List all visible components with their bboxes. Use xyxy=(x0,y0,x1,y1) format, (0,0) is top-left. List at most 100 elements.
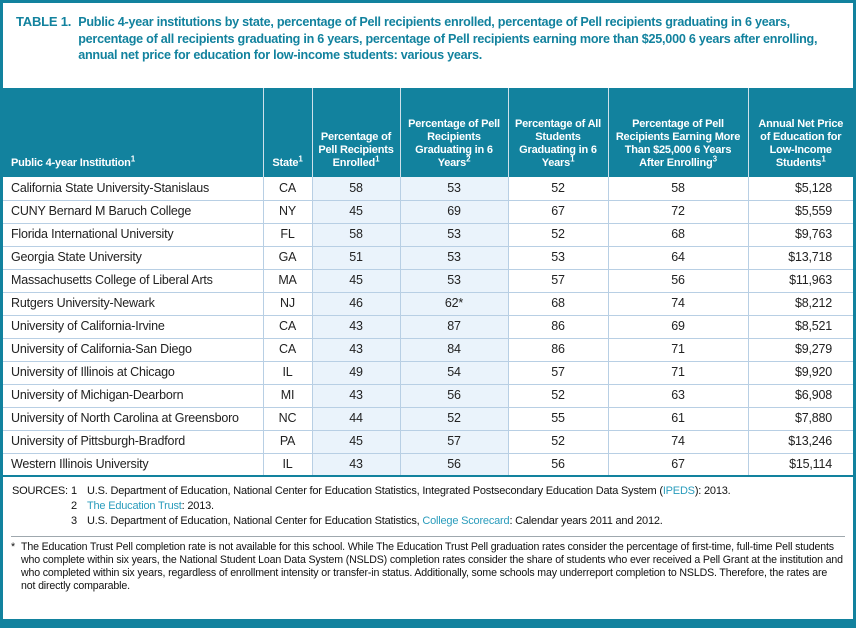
table-row: University of Pittsburgh-Bradford PA 45 57 5… xyxy=(3,429,853,453)
column-header-label: State xyxy=(272,157,299,169)
institution-cell: University of Illinois at Chicago xyxy=(3,360,263,384)
source-link[interactable]: The Education Trust xyxy=(87,500,182,512)
net-price-cell: $6,908 xyxy=(747,383,853,407)
pell-enrolled-cell: 58 xyxy=(311,222,400,246)
earning-25k-cell: 58 xyxy=(607,177,748,200)
all-graduating-cell: 56 xyxy=(507,452,608,476)
earning-25k-cell: 74 xyxy=(607,429,748,453)
earning-25k-cell: 72 xyxy=(607,199,748,223)
state-cell: CA xyxy=(262,314,312,338)
source-link[interactable]: IPEDS xyxy=(662,485,695,497)
column-header-state: State1 xyxy=(262,88,312,177)
pell-graduating-cell: 62* xyxy=(399,291,508,315)
table-header: Public 4-year Institution1 State1 Percenta… xyxy=(3,88,853,177)
table-row: Massachusetts College of Liberal Arts MA 4… xyxy=(3,268,853,292)
institution-cell: University of North Carolina at Greensbo… xyxy=(3,406,263,430)
table-row: Georgia State University GA 51 53 53 64 $13,71… xyxy=(3,245,853,269)
pell-enrolled-cell: 45 xyxy=(311,429,400,453)
net-price-cell: $7,880 xyxy=(747,406,853,430)
column-header-footnote-ref: 3 xyxy=(712,154,717,164)
pell-graduating-cell: 56 xyxy=(399,383,508,407)
sources-label xyxy=(12,499,71,514)
net-price-cell: $13,718 xyxy=(747,245,853,269)
pell-graduating-cell: 56 xyxy=(399,452,508,476)
pell-enrolled-cell: 45 xyxy=(311,268,400,292)
source-item: SOURCES: 1 U.S. Department of Education, N… xyxy=(12,484,843,499)
all-graduating-cell: 52 xyxy=(507,429,608,453)
all-graduating-cell: 52 xyxy=(507,383,608,407)
state-cell: NJ xyxy=(262,291,312,315)
table-row: Western Illinois University IL 43 56 56 67 $15… xyxy=(3,452,853,476)
pell-enrolled-cell: 51 xyxy=(311,245,400,269)
column-header-all-graduating: Percentage of All Students Graduating in… xyxy=(507,88,608,177)
column-header-pell-enrolled: Percentage of Pell Recipients Enrolled1 xyxy=(311,88,400,177)
earning-25k-cell: 68 xyxy=(607,222,748,246)
pell-enrolled-cell: 43 xyxy=(311,383,400,407)
column-header-footnote-ref: 2 xyxy=(466,154,471,164)
table-row: CUNY Bernard M Baruch College NY 45 69 67 72 $… xyxy=(3,199,853,223)
footnote-text: The Education Trust Pell completion rate… xyxy=(21,541,843,592)
net-price-cell: $9,279 xyxy=(747,337,853,361)
net-price-cell: $5,128 xyxy=(747,177,853,200)
institution-cell: Massachusetts College of Liberal Arts xyxy=(3,268,263,292)
column-header-label: Percentage of Pell Recipients Graduating… xyxy=(408,118,500,169)
pell-graduating-cell: 53 xyxy=(399,222,508,246)
pell-enrolled-cell: 43 xyxy=(311,452,400,476)
sources-section: SOURCES: 1 U.S. Department of Education, N… xyxy=(3,477,853,532)
earning-25k-cell: 71 xyxy=(607,337,748,361)
pell-enrolled-cell: 44 xyxy=(311,406,400,430)
source-number: 3 xyxy=(71,515,77,527)
sources-label: SOURCES: xyxy=(12,485,68,497)
source-text-pre: U.S. Department of Education, National C… xyxy=(87,485,663,497)
pell-graduating-cell: 84 xyxy=(399,337,508,361)
column-header-label: Percentage of All Students Graduating in… xyxy=(514,118,602,169)
institution-cell: California State University-Stanislaus xyxy=(3,177,263,200)
column-header-footnote-ref: 1 xyxy=(570,154,575,164)
institution-cell: University of Michigan-Dearborn xyxy=(3,383,263,407)
pell-graduating-cell: 57 xyxy=(399,429,508,453)
column-header-label: Percentage of Pell Recipients Enrolled xyxy=(318,131,394,169)
net-price-cell: $9,763 xyxy=(747,222,853,246)
source-text: U.S. Department of Education, National C… xyxy=(87,484,843,499)
pell-graduating-cell: 53 xyxy=(399,245,508,269)
pell-graduating-cell: 53 xyxy=(399,268,508,292)
all-graduating-cell: 52 xyxy=(507,222,608,246)
net-price-cell: $11,963 xyxy=(747,268,853,292)
column-header-label: Annual Net Price of Education for Low-In… xyxy=(758,118,844,169)
all-graduating-cell: 67 xyxy=(507,199,608,223)
all-graduating-cell: 86 xyxy=(507,337,608,361)
all-graduating-cell: 57 xyxy=(507,268,608,292)
pell-enrolled-cell: 58 xyxy=(311,177,400,200)
earning-25k-cell: 61 xyxy=(607,406,748,430)
state-cell: IL xyxy=(262,452,312,476)
source-number: 1 xyxy=(71,485,77,497)
institution-cell: Florida International University xyxy=(3,222,263,246)
source-link[interactable]: College Scorecard xyxy=(422,515,510,527)
table-row: University of Michigan-Dearborn MI 43 56 52 6… xyxy=(3,383,853,407)
institution-cell: Western Illinois University xyxy=(3,452,263,476)
state-cell: MI xyxy=(262,383,312,407)
table-row: California State University-Stanislaus CA… xyxy=(3,177,853,200)
column-header-label: Percentage of Pell Recipients Earning Mo… xyxy=(615,118,741,169)
pell-enrolled-cell: 46 xyxy=(311,291,400,315)
institution-cell: Rutgers University-Newark xyxy=(3,291,263,315)
pell-enrolled-cell: 43 xyxy=(311,337,400,361)
pell-enrolled-cell: 45 xyxy=(311,199,400,223)
net-price-cell: $9,920 xyxy=(747,360,853,384)
footnote-marker: * xyxy=(11,541,15,553)
net-price-cell: $5,559 xyxy=(747,199,853,223)
data-table: Public 4-year Institution1 State1 Percenta… xyxy=(3,88,853,477)
institution-cell: CUNY Bernard M Baruch College xyxy=(3,199,263,223)
source-text: U.S. Department of Education, National C… xyxy=(87,514,843,529)
earning-25k-cell: 63 xyxy=(607,383,748,407)
pell-graduating-cell: 87 xyxy=(399,314,508,338)
source-number: 2 xyxy=(71,500,77,512)
source-text-pre: U.S. Department of Education, National C… xyxy=(87,515,423,527)
table-title-text: Public 4-year institutions by state, per… xyxy=(78,15,818,62)
column-header-earning-25k: Percentage of Pell Recipients Earning Mo… xyxy=(607,88,748,177)
pell-graduating-cell: 69 xyxy=(399,199,508,223)
column-header-pell-graduating: Percentage of Pell Recipients Graduating… xyxy=(399,88,508,177)
column-header-footnote-ref: 1 xyxy=(130,154,135,164)
earning-25k-cell: 64 xyxy=(607,245,748,269)
